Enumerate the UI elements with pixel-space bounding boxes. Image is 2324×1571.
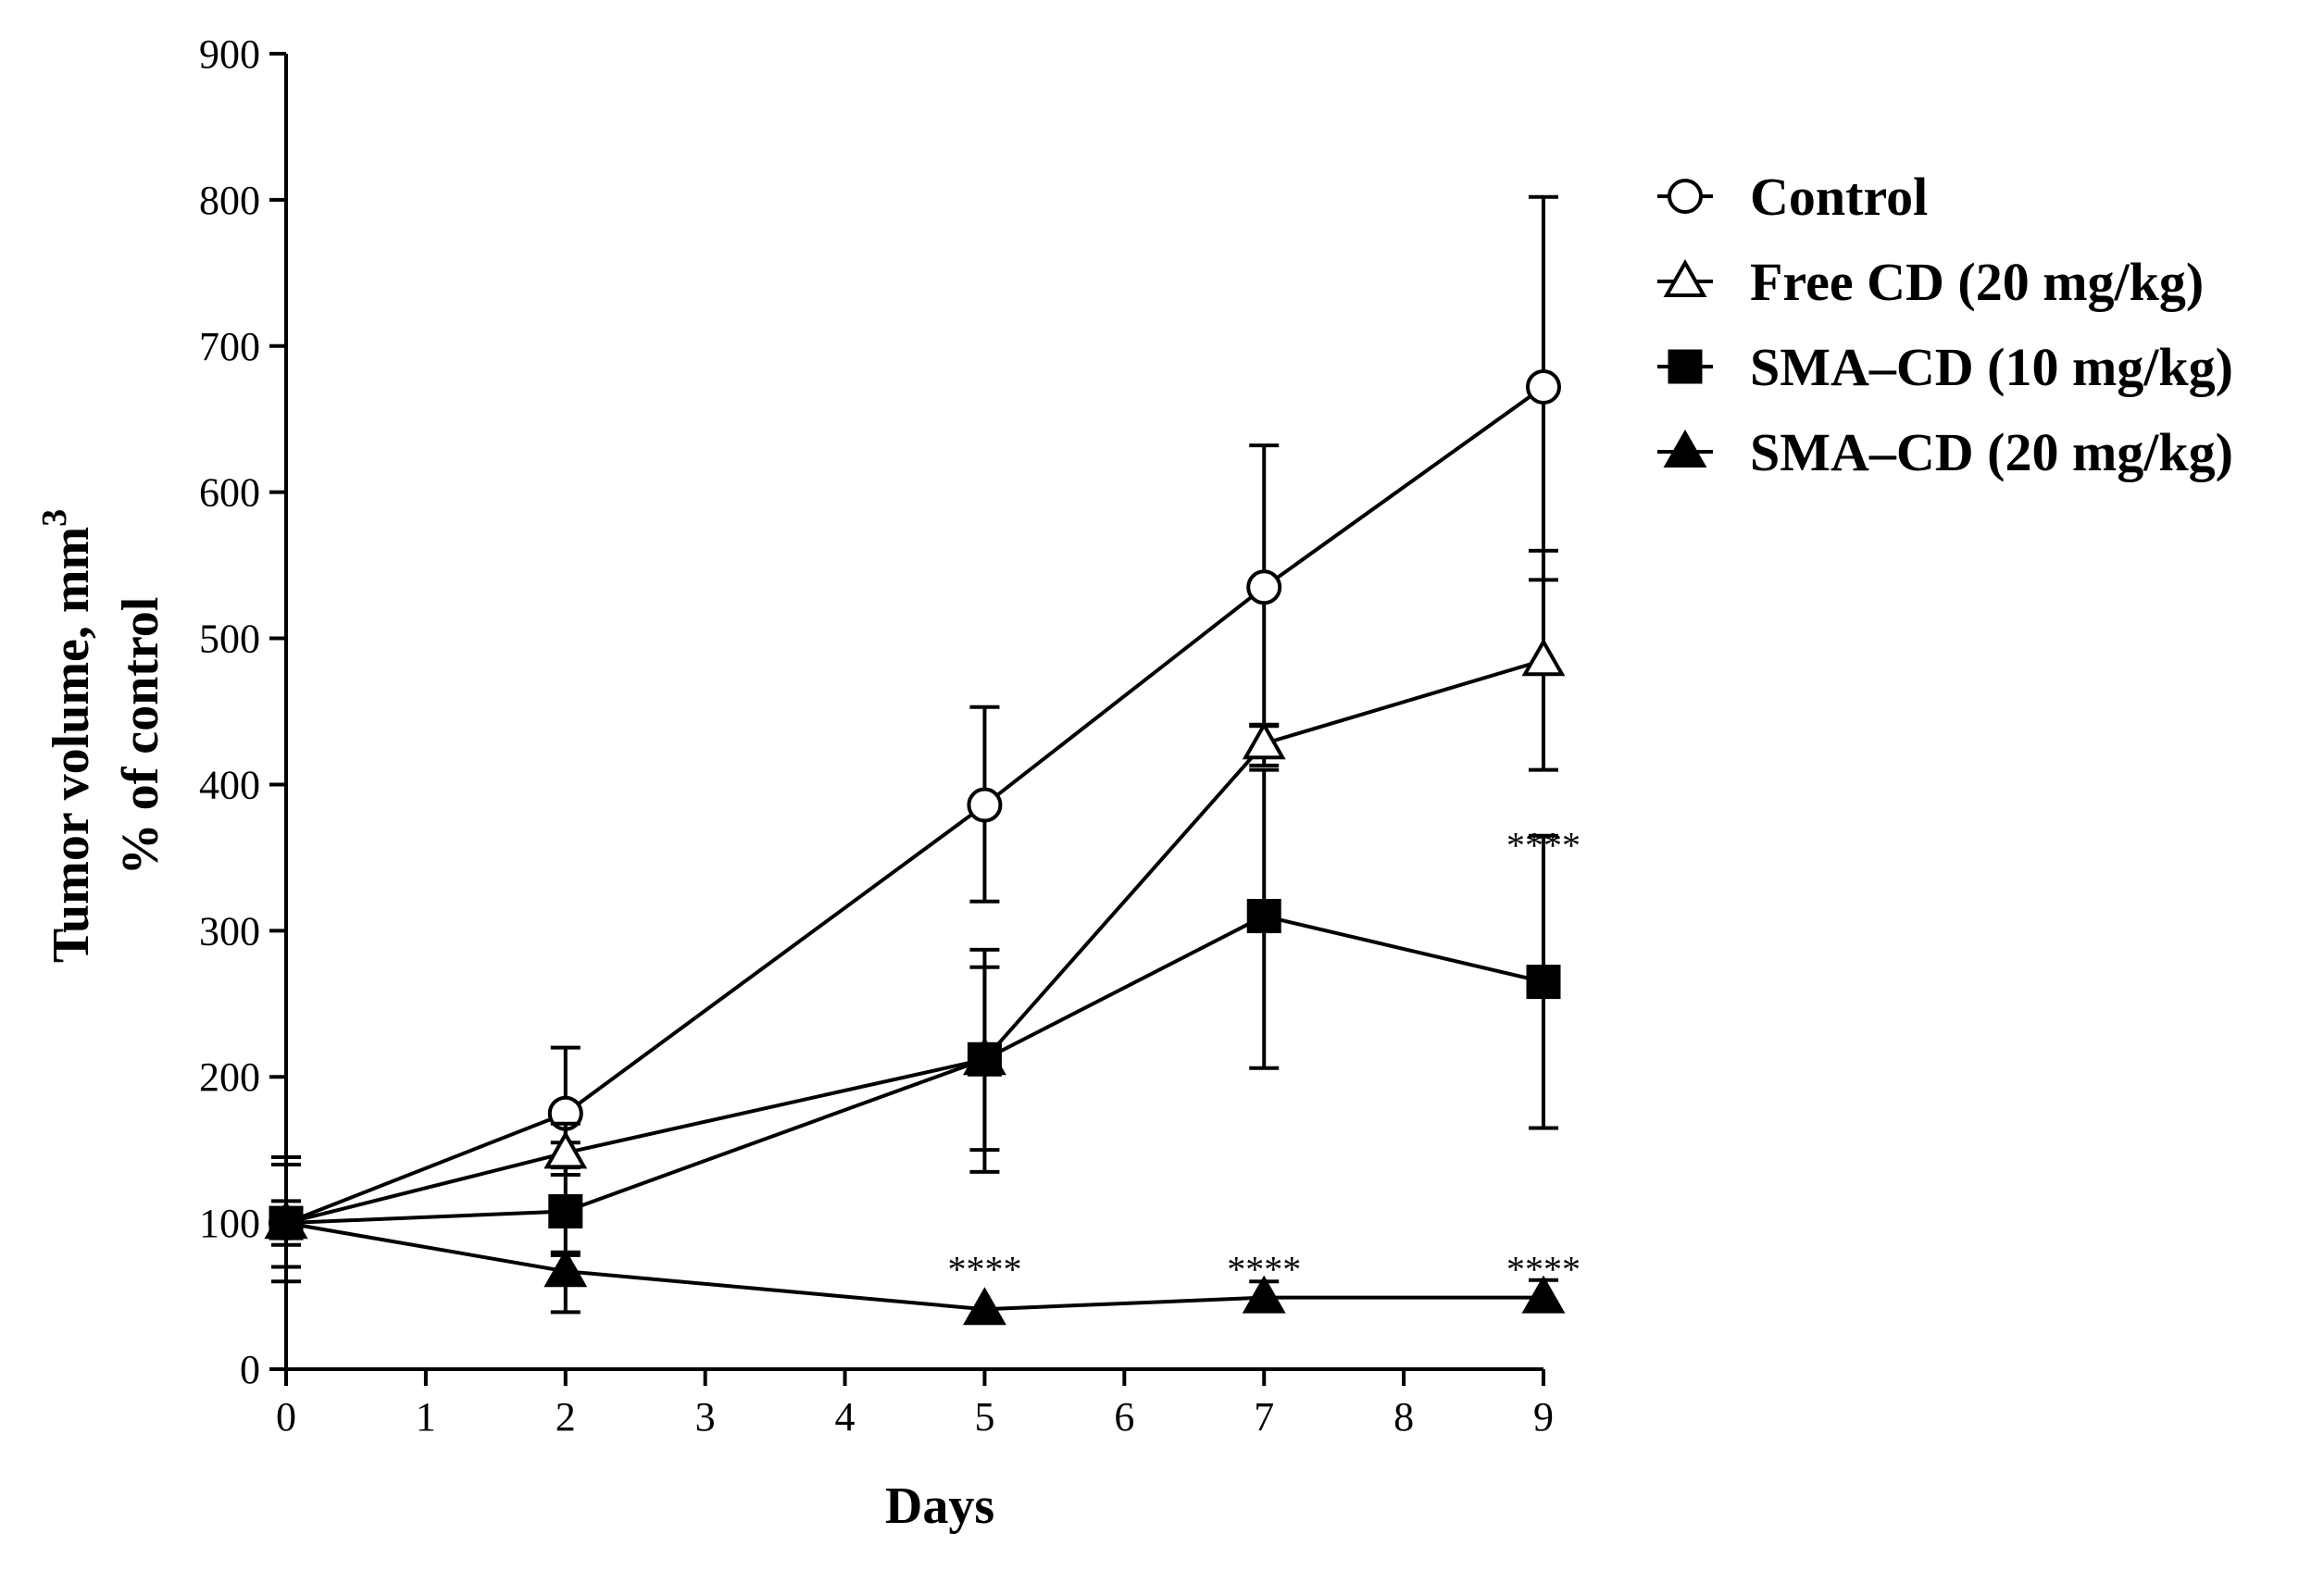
x-axis-title: Days (885, 1477, 994, 1535)
series-4 (264, 1199, 1566, 1326)
plot-area (264, 194, 1566, 1326)
series-line (285, 385, 1545, 1225)
legend-marker (1668, 349, 1703, 384)
significance-label: **** (1227, 1248, 1301, 1290)
x-tick-label: 1 (416, 1394, 436, 1440)
series-2 (264, 548, 1566, 1269)
data-point (967, 1041, 1002, 1077)
y-tick-label: 300 (199, 908, 260, 954)
legend-marker (1663, 429, 1707, 468)
y-tick-label: 800 (199, 178, 260, 223)
data-point (1521, 1275, 1566, 1314)
x-tick-label: 0 (276, 1394, 296, 1440)
data-point (544, 1249, 588, 1288)
series-3 (269, 767, 1561, 1284)
legend-label: Control (1750, 167, 1928, 227)
data-point (1242, 1275, 1286, 1314)
series-line (285, 1221, 1543, 1312)
legend-label: Free CD (20 mg/kg) (1750, 252, 2204, 312)
x-tick-label: 4 (835, 1394, 856, 1440)
x-tick-label: 8 (1393, 1394, 1414, 1440)
x-tick-label: 6 (1114, 1394, 1134, 1440)
legend-item: Free CD (20 mg/kg) (1657, 252, 2204, 312)
legend-item: Control (1657, 167, 1928, 227)
y-tick-label: 0 (240, 1347, 260, 1392)
legend: Control Free CD (20 mg/kg) SMA–CD (10 mg/k… (1657, 167, 2233, 482)
series-1 (269, 194, 1561, 1269)
x-tick-label: 9 (1533, 1394, 1554, 1440)
legend-marker (1663, 258, 1707, 297)
data-point (1246, 569, 1282, 605)
data-point (1242, 721, 1286, 760)
legend-item: SMA–CD (10 mg/kg) (1657, 337, 2233, 397)
data-point (1246, 899, 1281, 934)
y-tick-label: 200 (199, 1054, 260, 1100)
data-point (967, 787, 1003, 823)
y-tick-label: 500 (199, 617, 260, 662)
significance-label: **** (1506, 824, 1581, 866)
y-axis-title-line2: % of control (112, 597, 169, 876)
data-point (962, 1287, 1006, 1326)
y-tick-label: 700 (199, 324, 260, 369)
y-axis-title-line1: Tumor volume, mm3 (35, 509, 100, 963)
significance-annotations: **** **** **** **** (947, 824, 1581, 1290)
data-point (1521, 638, 1566, 677)
legend-label: SMA–CD (10 mg/kg) (1750, 337, 2233, 397)
data-point (264, 1201, 308, 1240)
legend-marker (1668, 179, 1703, 214)
data-point (548, 1193, 583, 1228)
x-tick-label: 5 (974, 1394, 994, 1440)
data-point (1526, 368, 1561, 405)
y-tick-label: 100 (199, 1201, 260, 1246)
y-tick-label: 600 (199, 470, 260, 516)
y-tick-label: 400 (199, 762, 260, 807)
axes: 0 100 200 300 400 500 600 700 800 900 0 1 2 3 4 5 6 7 8 9 (199, 31, 1554, 1440)
significance-label: **** (947, 1248, 1021, 1290)
y-tick-label: 900 (199, 31, 260, 77)
data-point (1526, 965, 1561, 1000)
x-tick-label: 3 (695, 1394, 716, 1440)
x-tick-label: 7 (1254, 1394, 1274, 1440)
legend-item: SMA–CD (20 mg/kg) (1657, 422, 2233, 482)
series-line (285, 658, 1544, 1226)
x-tick-label: 2 (556, 1394, 576, 1440)
significance-label: **** (1506, 1248, 1581, 1290)
legend-label: SMA–CD (20 mg/kg) (1750, 422, 2233, 482)
